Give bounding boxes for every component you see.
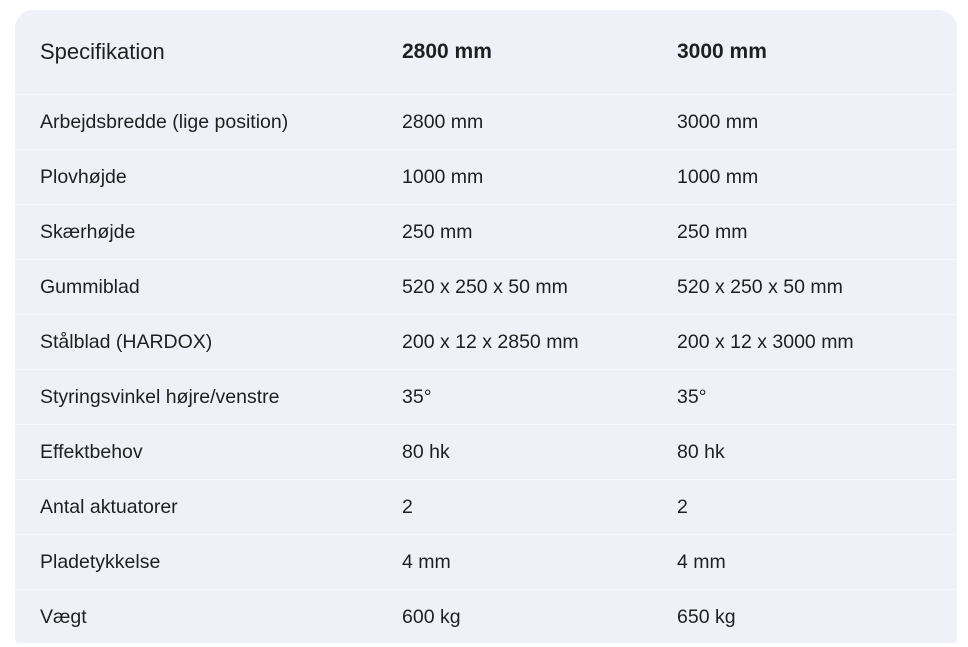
value-2800-cell: 35° <box>402 369 677 425</box>
table-row: Effektbehov 80 hk 80 hk <box>15 424 957 480</box>
spec-name-cell: Gummiblad <box>15 259 402 315</box>
value-2800-cell: 250 mm <box>402 204 677 260</box>
table-row: Stålblad (HARDOX) 200 x 12 x 2850 mm 200 x… <box>15 314 957 370</box>
value-2800-cell: 4 mm <box>402 534 677 590</box>
spec-name-cell: Vægt <box>15 589 402 643</box>
spec-table: Specifikation 2800 mm 3000 mm Arbejdsbre… <box>15 10 957 643</box>
header-2800: 2800 mm <box>402 40 492 63</box>
header-specification: Specifikation <box>40 39 165 64</box>
table-row: Plovhøjde 1000 mm 1000 mm <box>15 149 957 205</box>
value-3000-cell: 35° <box>677 369 957 425</box>
value-2800-cell: 80 hk <box>402 424 677 480</box>
spec-name-cell: Stålblad (HARDOX) <box>15 314 402 370</box>
spec-name-cell: Arbejdsbredde (lige position) <box>15 94 402 150</box>
spec-name-cell: Antal aktuatorer <box>15 479 402 535</box>
value-3000-cell: 4 mm <box>677 534 957 590</box>
value-2800-cell: 2800 mm <box>402 94 677 150</box>
value-3000-cell: 1000 mm <box>677 149 957 205</box>
value-2800-cell: 1000 mm <box>402 149 677 205</box>
header-3000: 3000 mm <box>677 40 767 63</box>
value-2800-cell: 2 <box>402 479 677 535</box>
value-2800-cell: 520 x 250 x 50 mm <box>402 259 677 315</box>
value-3000-cell: 2 <box>677 479 957 535</box>
spec-name-cell: Plovhøjde <box>15 149 402 205</box>
value-3000-cell: 80 hk <box>677 424 957 480</box>
table-row: Gummiblad 520 x 250 x 50 mm 520 x 250 x 50… <box>15 259 957 315</box>
table-row: Skærhøjde 250 mm 250 mm <box>15 204 957 260</box>
value-2800-cell: 600 kg <box>402 589 677 643</box>
value-3000-cell: 250 mm <box>677 204 957 260</box>
spec-table-card: Specifikation 2800 mm 3000 mm Arbejdsbre… <box>15 10 957 643</box>
value-3000-cell: 520 x 250 x 50 mm <box>677 259 957 315</box>
table-row: Pladetykkelse 4 mm 4 mm <box>15 534 957 590</box>
table-row: Styringsvinkel højre/venstre 35° 35° <box>15 369 957 425</box>
table-row: Antal aktuatorer 2 2 <box>15 479 957 535</box>
spec-name-cell: Effektbehov <box>15 424 402 480</box>
value-2800-cell: 200 x 12 x 2850 mm <box>402 314 677 370</box>
spec-name-cell: Pladetykkelse <box>15 534 402 590</box>
value-3000-cell: 200 x 12 x 3000 mm <box>677 314 957 370</box>
value-3000-cell: 650 kg <box>677 589 957 643</box>
table-row: Arbejdsbredde (lige position) 2800 mm 3000… <box>15 94 957 150</box>
header-row: Specifikation 2800 mm 3000 mm <box>15 10 957 95</box>
spec-name-cell: Styringsvinkel højre/venstre <box>15 369 402 425</box>
spec-name-cell: Skærhøjde <box>15 204 402 260</box>
value-3000-cell: 3000 mm <box>677 94 957 150</box>
table-row: Vægt 600 kg 650 kg <box>15 589 957 643</box>
